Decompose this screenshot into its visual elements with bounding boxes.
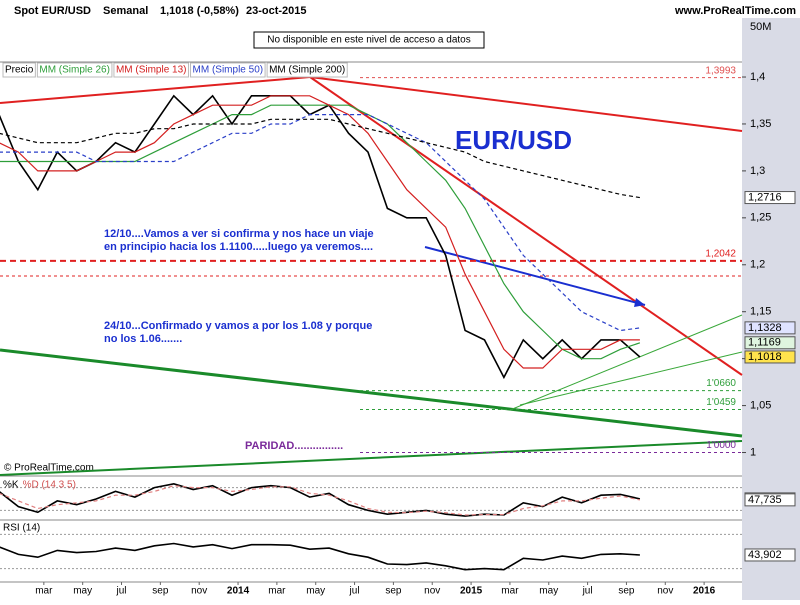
- trendline: [0, 440, 743, 476]
- x-tick-label: sep: [152, 586, 169, 597]
- y-tick-label: 1,25: [750, 212, 771, 224]
- trendline: [424, 246, 646, 306]
- trendline: [509, 314, 743, 411]
- x-tick-label: may: [306, 586, 325, 597]
- legend-label: %K: [3, 480, 19, 491]
- trendline: [0, 348, 743, 438]
- legend-box: [2, 62, 36, 78]
- chart-title: EUR/USD: [455, 125, 572, 155]
- y-tick-label: 1,35: [750, 118, 771, 130]
- x-tick-label: 2015: [460, 586, 483, 597]
- series-line: [0, 94, 641, 380]
- period: Semanal: [103, 5, 148, 17]
- series-line: [0, 542, 640, 571]
- legend-label: MM (Simple 200): [269, 65, 345, 76]
- legend-box: [190, 62, 266, 78]
- series-line: [0, 95, 640, 369]
- annotation: 12/10....Vamos a ver si confirma y nos h…: [104, 228, 374, 240]
- legend-entry: MM (Simple 26): [36, 62, 113, 78]
- trendline: [309, 76, 743, 376]
- x-tick-label: may: [539, 586, 558, 597]
- legend-label: Precio: [5, 65, 34, 76]
- x-tick-label: jul: [116, 586, 127, 597]
- instrument: Spot EUR/USD: [14, 5, 91, 17]
- notice: No disponible en este nivel de acceso a …: [267, 35, 470, 46]
- x-tick-label: may: [73, 586, 92, 597]
- annotation: en principio hacia los 1.1100.....luego …: [104, 241, 373, 253]
- trendline: [519, 351, 743, 406]
- x-tick-label: mar: [35, 586, 53, 597]
- series-line: [0, 114, 640, 332]
- x-tick-label: 2016: [693, 586, 716, 597]
- legend-entry: MM (Simple 200): [266, 62, 348, 78]
- legend-label: MM (Simple 50): [193, 65, 264, 76]
- x-tick-label: mar: [268, 586, 286, 597]
- y-tick-label: 1,3: [750, 165, 765, 177]
- y-tick-label: 1,4: [750, 71, 765, 83]
- x-tick-label: jul: [349, 586, 360, 597]
- level-label: 1'0459: [706, 397, 736, 408]
- copyright: © ProRealTime.com: [4, 463, 94, 474]
- y-tick-label: 1,15: [750, 306, 771, 318]
- last-value-box: [744, 548, 796, 562]
- last-value-label: 1,2716: [748, 191, 782, 203]
- level-label: 1'0000: [706, 440, 736, 451]
- last-value-label: 1,1328: [748, 322, 782, 334]
- legend-entry: MM (Simple 13): [113, 62, 190, 78]
- x-tick-label: sep: [385, 586, 402, 597]
- annotation: 24/10...Confirmado y vamos a por los 1.0…: [104, 320, 372, 332]
- x-tick-label: nov: [191, 586, 207, 597]
- trendlines: [0, 76, 743, 476]
- legend-label: MM (Simple 26): [39, 65, 110, 76]
- legend-box: [113, 62, 190, 78]
- x-tick-label: sep: [618, 586, 635, 597]
- y-tick-label: 1,05: [750, 399, 771, 411]
- series-line: [0, 118, 640, 199]
- x-tick-label: nov: [657, 586, 673, 597]
- volume-label: 50M: [750, 21, 771, 33]
- x-tick-label: jul: [582, 586, 593, 597]
- legend-label: %D (14 3 5): [23, 480, 76, 491]
- last-value-label: 1,1169: [748, 337, 781, 349]
- last-value-box: [744, 493, 796, 507]
- annotation: no los 1.06.......: [104, 333, 182, 345]
- arrow-head: [634, 298, 645, 307]
- last-value-box: [744, 321, 796, 335]
- legend-box: [36, 62, 113, 78]
- trendline: [0, 76, 311, 104]
- header-bar: [0, 0, 800, 18]
- panel-title: RSI (14): [3, 523, 40, 534]
- legend-box: [266, 62, 348, 78]
- notice-box: [253, 31, 485, 49]
- y-tick-label: 1: [750, 446, 756, 458]
- site: www.ProRealTime.com: [674, 5, 796, 17]
- last-value-box: [744, 191, 796, 205]
- date: 23-oct-2015: [246, 5, 307, 17]
- quote: 1,1018 (-0,58%): [160, 5, 239, 17]
- legend-entry: MM (Simple 50): [190, 62, 266, 78]
- last-value-label: 43,902: [748, 549, 782, 561]
- x-tick-label: mar: [501, 586, 519, 597]
- y-tick-label: 1,2: [750, 259, 765, 271]
- series-line: [0, 482, 641, 517]
- last-value-label: 47,735: [748, 494, 782, 506]
- level-label: 1,2042: [705, 248, 736, 259]
- trendline: [309, 76, 743, 132]
- level-label: 1'0660: [706, 378, 736, 389]
- level-label: 1,3993: [705, 65, 736, 76]
- last-value-box: [744, 350, 796, 364]
- annotation: PARIDAD................: [245, 440, 343, 452]
- last-value-box: [744, 336, 796, 350]
- x-tick-label: nov: [424, 586, 440, 597]
- last-value-label: 1,1018: [748, 351, 782, 363]
- legend-label: MM (Simple 13): [116, 65, 187, 76]
- x-tick-label: 2014: [227, 586, 250, 597]
- legend-entry: Precio: [2, 62, 36, 78]
